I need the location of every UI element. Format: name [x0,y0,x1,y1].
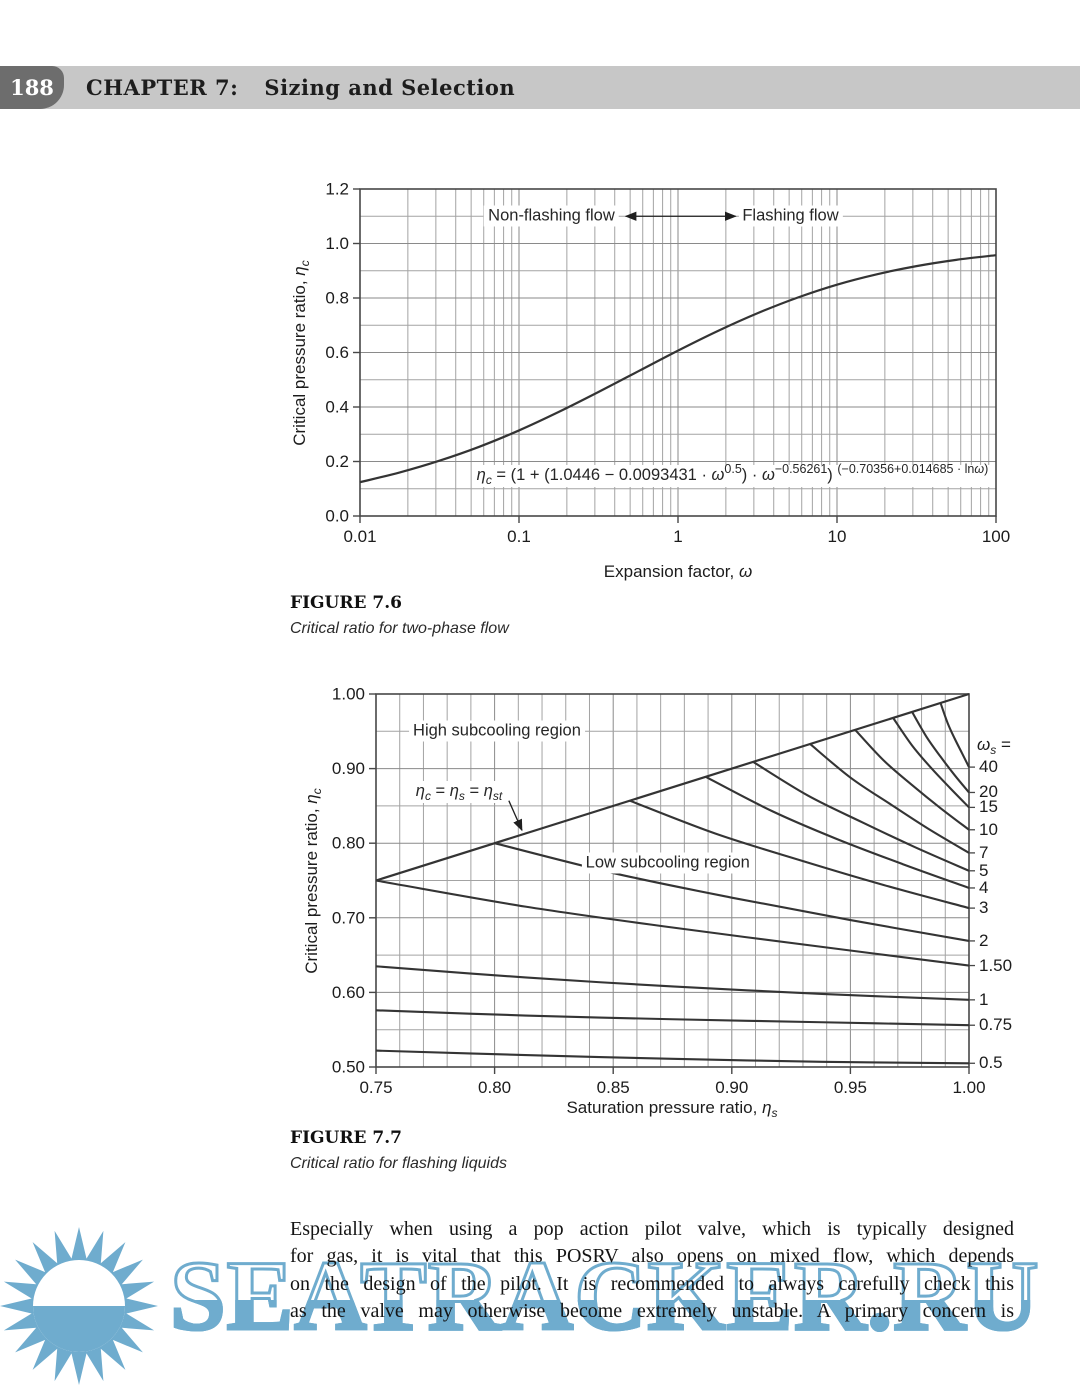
x-tick-label: 0.80 [478,1078,511,1097]
paragraph-line: as the valve may otherwise become extrem… [290,1300,1014,1323]
chapter-label: CHAPTER 7: [86,75,239,100]
x-tick-label: 0.1 [507,527,531,546]
omega-s-curve-5 [752,760,970,872]
omega-s-value-label: 10 [979,819,998,839]
x-tick-label: 0.95 [834,1078,867,1097]
y-tick-label: 0.70 [332,908,365,927]
paragraph-line: Especially when using a pop action pilot… [290,1218,1014,1240]
eta-equality-label: ηc = ηs = ηst [411,780,507,803]
x-axis-title-fig77: Saturation pressure ratio, ηs [566,1098,778,1120]
omega-s-header: ωs = [977,734,1011,757]
y-tick-label: 0.50 [332,1058,365,1077]
x-tick-label: 0.01 [343,527,376,546]
y-tick-label: 0.60 [332,983,365,1002]
omega-s-value-label: 7 [979,842,989,862]
chapter-name: Sizing and Selection [264,75,516,100]
y-tick-label: 0.90 [332,759,365,778]
omega-s-value-label: 20 [979,782,998,802]
y-tick-label: 1.0 [325,234,349,253]
omega-s-curve-0.75 [375,1009,970,1027]
y-tick-label: 0.80 [332,834,365,853]
omega-s-value-label: 15 [979,797,998,817]
x-tick-label: 1.00 [952,1078,985,1097]
diagonal-limit-line [375,692,970,882]
omega-s-curve-10 [854,729,970,831]
low-subcooling-region-label: Low subcooling region [581,852,754,874]
omega-s-curve-1.50 [375,879,970,967]
omega-s-value-label: 4 [979,877,989,897]
figure-7-7-caption: Critical ratio for flashing liquids [290,1155,507,1172]
x-tick-label: 1 [673,527,682,546]
paragraph-line: for gas, it is vital that this POSRV als… [290,1245,1014,1268]
figure-7-6-caption: Critical ratio for two-phase flow [290,620,509,637]
x-tick-label: 10 [828,527,847,546]
figure-7-6-chart: 0.01 0.1 1 10 100 0.0 0.2 0.4 0.6 0.8 1.0 1.2 [325,180,1010,547]
omega-s-value-label: 5 [979,860,989,880]
omega-s-value-label: 1 [979,989,989,1009]
omega-s-curve-4 [705,775,970,889]
y-axis-title-fig77: Critical pressure ratio, ηc [302,787,324,974]
omega-s-value-label: 2 [979,930,989,950]
non-flashing-flow-label: Non-flashing flow [484,205,619,227]
paragraph-line: on the design of the pilot. It is recomm… [290,1272,1014,1295]
y-tick-label: 0.4 [325,398,349,417]
omega-s-curve-3 [629,799,970,910]
x-tick-label: 0.75 [359,1078,392,1097]
omega-s-curve-2 [494,842,970,942]
omega-s-curve-15 [892,717,970,809]
two-phase-curve [359,254,997,484]
y-tick-label: 1.00 [332,685,365,704]
x-tick-label: 100 [982,527,1010,546]
x-axis-title-fig76: Expansion factor, ω [603,562,753,581]
omega-s-curve-0.5 [375,1049,970,1065]
y-tick-label: 1.2 [325,180,349,199]
omega-s-curve-7 [809,743,970,854]
page-number-badge: 188 [0,66,64,109]
body-paragraph: Especially when using a pop action pilot… [290,1216,1014,1326]
omega-s-value-label: 1.50 [979,955,1013,975]
x-tick-label: 0.90 [715,1078,748,1097]
omega-s-value-label: 0.5 [979,1053,1003,1073]
eta-label-arrow [508,800,523,832]
x-tick-label: 0.85 [597,1078,630,1097]
y-tick-label: 0.0 [325,507,349,526]
y-axis-title-fig76: Critical pressure ratio, ηc [290,259,312,446]
y-tick-label: 0.2 [325,452,349,471]
omega-s-value-label: 40 [979,757,998,777]
page-number: 188 [10,75,54,100]
omega-s-curve-1 [375,965,970,1001]
omega-s-value-label: 0.75 [979,1015,1013,1035]
critical-ratio-formula: ηc = (1 + (1.0446 − 0.0093431 · ω0.5) · … [472,462,993,488]
figure-7-7-chart: 0.75 0.80 0.85 0.90 0.95 1.00 0.50 0.60 0.70 0.80… [332,685,986,1098]
chapter-title: CHAPTER 7: Sizing and Selection [86,66,515,109]
omega-s-curve-20 [911,711,970,794]
flashing-flow-label: Flashing flow [738,205,843,227]
figure-7-6-title: FIGURE 7.6 [290,593,402,613]
omega-s-curve-40 [939,702,970,768]
omega-s-value-label: 3 [979,898,989,918]
y-tick-label: 0.8 [325,289,349,308]
y-tick-label: 0.6 [325,343,349,362]
figure-7-7-title: FIGURE 7.7 [290,1128,402,1148]
high-subcooling-region-label: High subcooling region [409,720,585,742]
chapter-header-bar: 188 CHAPTER 7: Sizing and Selection [0,66,1080,109]
